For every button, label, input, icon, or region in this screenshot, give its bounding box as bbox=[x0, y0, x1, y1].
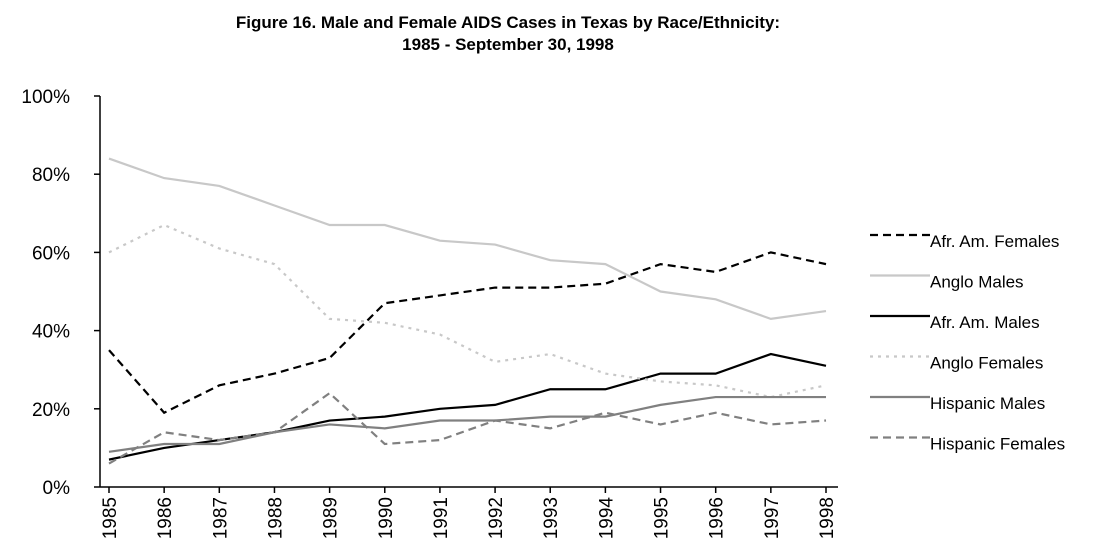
y-tick-label: 0% bbox=[43, 478, 71, 499]
legend-label: Afr. Am. Males bbox=[930, 313, 1040, 332]
x-tick-label: 1989 bbox=[321, 497, 342, 539]
legend-label: Anglo Females bbox=[930, 354, 1043, 373]
x-tick-label: 1997 bbox=[762, 497, 783, 539]
series-line bbox=[108, 395, 826, 453]
series-line bbox=[108, 391, 827, 465]
chart-title: Figure 16. Male and Female AIDS Cases in… bbox=[236, 13, 780, 32]
y-tick-label: 40% bbox=[32, 322, 70, 343]
x-tick-label: 1985 bbox=[100, 497, 121, 539]
x-tick-label: 1986 bbox=[155, 497, 176, 539]
y-tick-label: 100% bbox=[21, 87, 70, 108]
x-tick-label: 1987 bbox=[210, 497, 231, 539]
series-line bbox=[108, 157, 827, 320]
series-line bbox=[108, 251, 827, 415]
legend-label: Hispanic Females bbox=[930, 435, 1065, 454]
x-tick-label: 1995 bbox=[652, 497, 673, 539]
x-tick-label: 1993 bbox=[541, 497, 562, 539]
legend-label: Afr. Am. Females bbox=[930, 232, 1059, 251]
x-tick-label: 1992 bbox=[486, 497, 507, 539]
y-tick-label: 80% bbox=[32, 165, 70, 186]
y-tick-label: 60% bbox=[32, 243, 70, 264]
x-tick-label: 1994 bbox=[596, 497, 617, 540]
series-line bbox=[108, 223, 827, 399]
x-tick-label: 1991 bbox=[431, 497, 452, 539]
x-tick-label: 1998 bbox=[817, 497, 838, 539]
legend-label: Anglo Males bbox=[930, 273, 1024, 292]
chart-subtitle: 1985 - September 30, 1998 bbox=[402, 35, 614, 54]
x-tick-label: 1996 bbox=[707, 497, 728, 539]
x-tick-label: 1990 bbox=[376, 497, 397, 539]
y-tick-label: 20% bbox=[32, 400, 70, 421]
x-tick-label: 1988 bbox=[265, 497, 286, 539]
series-line bbox=[108, 352, 827, 461]
legend-label: Hispanic Males bbox=[930, 394, 1045, 413]
